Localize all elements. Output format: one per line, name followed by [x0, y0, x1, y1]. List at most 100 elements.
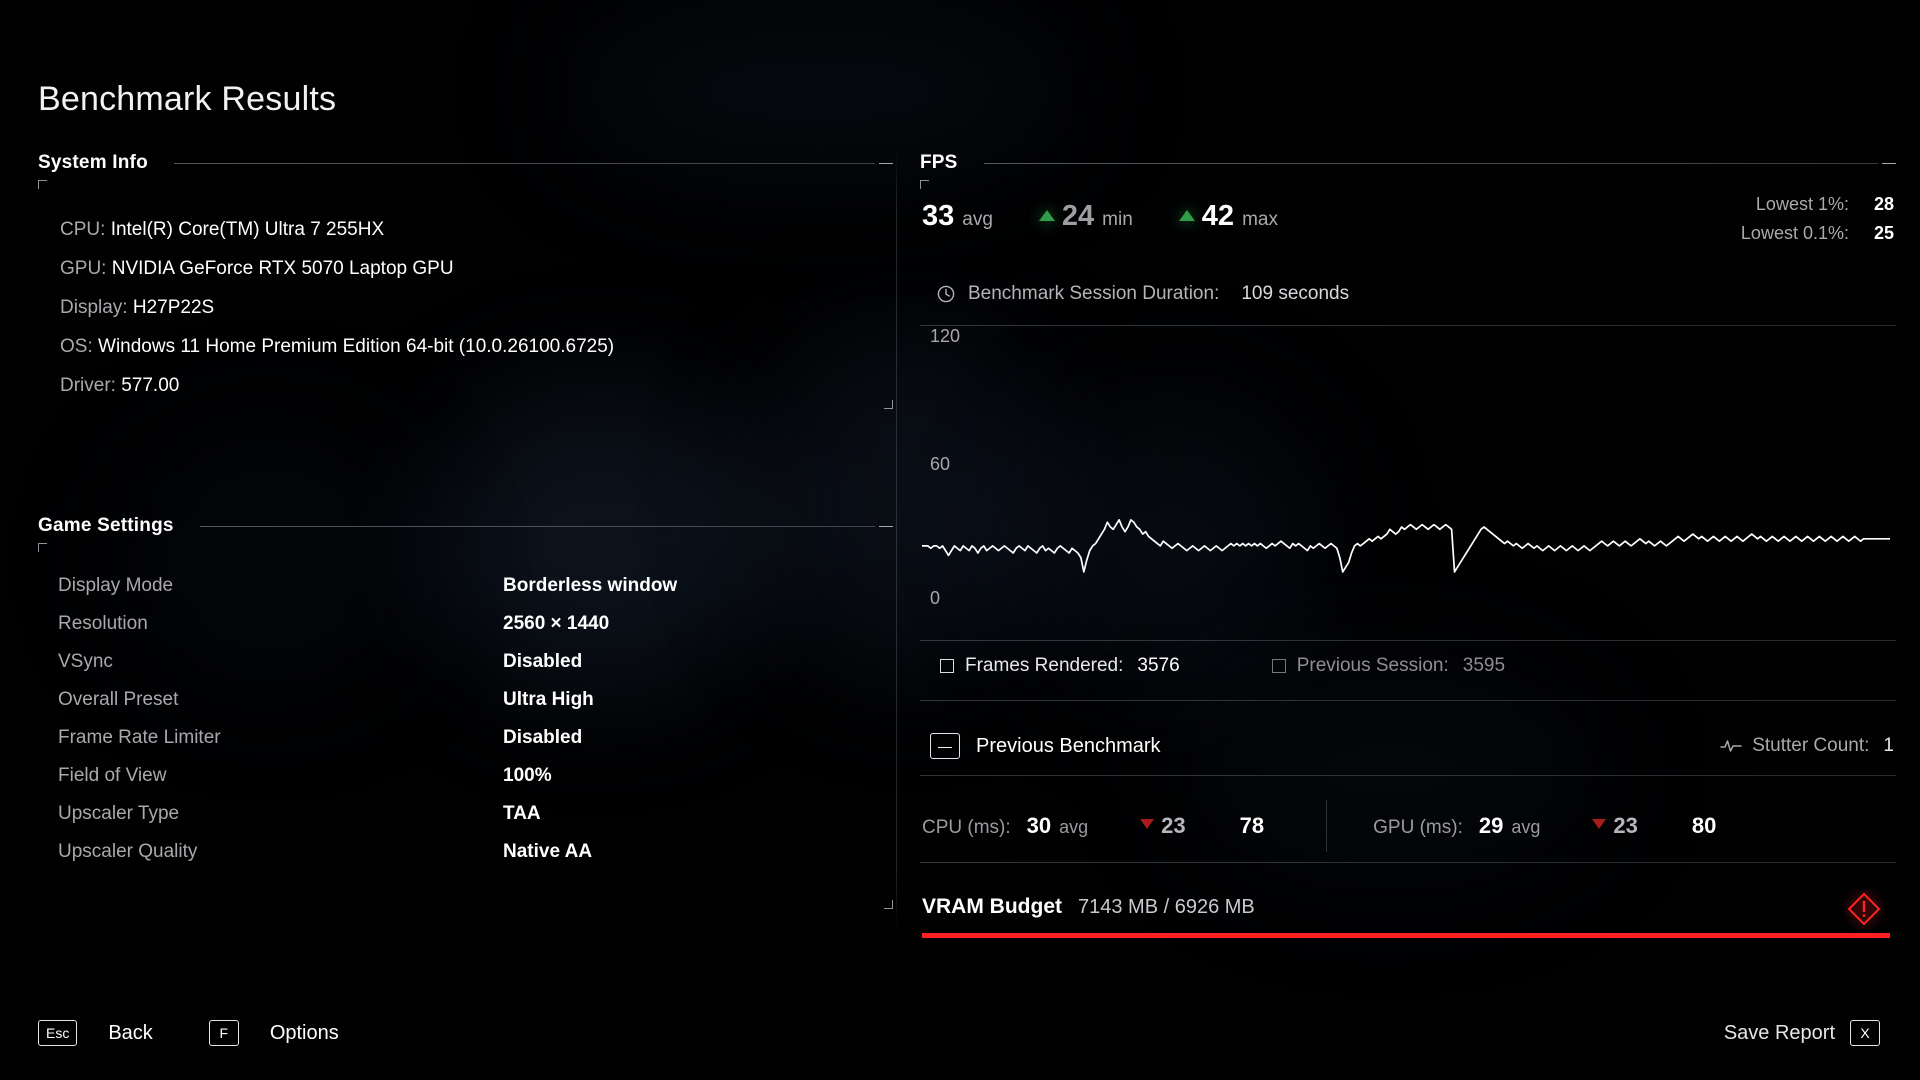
fps-avg-stat: 33 avg — [922, 200, 993, 233]
key-hint-icon: Esc — [38, 1020, 78, 1046]
previous-benchmark-button[interactable]: — Previous Benchmark — [930, 733, 1161, 759]
fps-max-stat: 42 max — [1178, 200, 1278, 233]
frames-rendered-value: 3576 — [1137, 655, 1180, 676]
list-item: CPU: Intel(R) Core(TM) Ultra 7 255HX — [60, 210, 614, 249]
section-divider — [920, 640, 1896, 641]
gpu-frametime-avg-suffix: avg — [1511, 817, 1541, 837]
sysinfo-key: GPU: — [60, 258, 107, 279]
corner-tick-icon — [38, 543, 47, 552]
setting-name: Display Mode — [58, 575, 174, 596]
sysinfo-key: CPU: — [60, 219, 106, 240]
frames-rendered-label: Frames Rendered: — [965, 655, 1124, 676]
fps-avg-value: 33 — [922, 200, 955, 232]
setting-value: Disabled — [503, 651, 583, 672]
sysinfo-value: 577.00 — [121, 375, 180, 396]
table-row: Frame Rate Limiter Disabled — [58, 727, 718, 765]
lowest-1-percent-value: 28 — [1873, 194, 1894, 214]
game-settings-header: Game Settings — [38, 515, 893, 537]
gpu-frametime-high: 80 — [1691, 813, 1717, 838]
gpu-frametime-avg: 29 — [1478, 813, 1504, 838]
warning-diamond-icon — [1847, 892, 1881, 926]
gpu-frametime-low: 23 — [1613, 813, 1638, 838]
sysinfo-value: NVIDIA GeForce RTX 5070 Laptop GPU — [111, 258, 454, 279]
sysinfo-value: Intel(R) Core(TM) Ultra 7 255HX — [110, 219, 385, 240]
list-item: Display: H27P22S — [60, 288, 614, 327]
cpu-frametime-high: 78 — [1239, 813, 1265, 838]
setting-name: Overall Preset — [58, 689, 179, 710]
corner-tick-icon — [38, 180, 47, 189]
list-item: GPU: NVIDIA GeForce RTX 5070 Laptop GPU — [60, 249, 614, 288]
table-row: Upscaler Type TAA — [58, 803, 718, 841]
footer-hints: Esc Back F Options — [38, 1020, 395, 1046]
session-duration-value: 109 seconds — [1241, 283, 1350, 304]
setting-value: 2560 × 1440 — [503, 613, 610, 634]
checkbox-icon[interactable] — [1271, 659, 1286, 673]
section-divider — [920, 862, 1896, 863]
header-rule — [173, 162, 875, 164]
session-duration-label: Benchmark Session Duration: — [968, 283, 1220, 304]
lowest-01-percent-value: 25 — [1873, 223, 1894, 243]
sysinfo-key: Display: — [60, 297, 128, 318]
pulse-icon — [1720, 740, 1742, 752]
previous-session-group[interactable]: Previous Session: 3595 — [1271, 655, 1505, 677]
checkbox-icon[interactable] — [940, 659, 954, 673]
triangle-up-icon — [1038, 210, 1055, 221]
gpu-frametime-low-group: 23 — [1592, 813, 1638, 839]
frames-rendered-row: Frames Rendered: 3576 Previous Session: … — [940, 655, 1505, 677]
save-report-label: Save Report — [1723, 1021, 1835, 1044]
frametime-row: CPU (ms): 30 avg 23 78 GPU (ms): 29 avg … — [922, 800, 1890, 852]
cpu-frametime-label: CPU (ms): — [922, 817, 1011, 838]
y-axis-tick-0: 0 — [930, 588, 941, 608]
fps-heading: FPS — [920, 152, 958, 173]
y-axis-tick-60: 60 — [930, 454, 951, 474]
options-button[interactable]: F Options — [208, 1020, 339, 1046]
setting-value: Native AA — [503, 841, 593, 862]
table-row: Field of View 100% — [58, 765, 718, 803]
options-label: Options — [269, 1021, 339, 1044]
sysinfo-key: Driver: — [60, 375, 116, 396]
stutter-count-row: Stutter Count: 1 — [1720, 735, 1894, 757]
back-button[interactable]: Esc Back — [38, 1020, 153, 1046]
vram-budget-section: VRAM Budget 7143 MB / 6926 MB — [922, 892, 1890, 938]
page-title: Benchmark Results — [38, 80, 337, 118]
lowest-01-percent-row: Lowest 0.1%: 25 — [1741, 219, 1894, 248]
vram-budget-title: VRAM Budget — [922, 895, 1062, 918]
table-row: VSync Disabled — [58, 651, 718, 689]
game-settings-heading: Game Settings — [38, 515, 174, 536]
frametime-divider — [1326, 800, 1328, 852]
stutter-count-label: Stutter Count: — [1752, 735, 1870, 756]
setting-name: Field of View — [58, 765, 167, 786]
back-label: Back — [108, 1021, 153, 1044]
setting-name: Upscaler Type — [58, 803, 180, 824]
fps-max-label: max — [1242, 209, 1278, 230]
lowest-1-percent-label: Lowest 1%: — [1755, 194, 1849, 214]
sysinfo-value: Windows 11 Home Premium Edition 64-bit (… — [98, 336, 615, 357]
stutter-count-value: 1 — [1883, 735, 1894, 756]
section-divider — [920, 325, 1896, 326]
system-info-list: CPU: Intel(R) Core(TM) Ultra 7 255HX GPU… — [60, 210, 614, 405]
header-rule-cap — [1882, 162, 1896, 164]
fps-header: FPS — [920, 152, 1896, 174]
save-report-button[interactable]: Save Report X — [1724, 1020, 1896, 1046]
table-row: Resolution 2560 × 1440 — [58, 613, 718, 651]
triangle-up-icon — [1178, 210, 1195, 221]
frames-rendered-group[interactable]: Frames Rendered: 3576 — [940, 655, 1180, 677]
table-row: Display Mode Borderless window — [58, 575, 718, 613]
cpu-frametime-avg: 30 — [1026, 813, 1052, 838]
setting-name: Resolution — [58, 613, 148, 634]
system-info-header: System Info — [38, 152, 893, 174]
vram-budget-bar — [922, 933, 1890, 938]
header-rule — [199, 525, 875, 527]
fps-min-label: min — [1102, 209, 1133, 230]
list-item: Driver: 577.00 — [60, 366, 614, 405]
key-hint-icon: — — [930, 733, 960, 759]
corner-tick-icon — [920, 180, 929, 189]
section-divider — [920, 700, 1896, 701]
previous-session-label: Previous Session: — [1296, 655, 1449, 676]
cpu-frametime-low-group: 23 — [1140, 813, 1186, 839]
session-duration-row: Benchmark Session Duration: 109 seconds — [936, 283, 1349, 305]
key-hint-icon: X — [1850, 1020, 1880, 1046]
table-row: Overall Preset Ultra High — [58, 689, 718, 727]
cpu-frametime-low: 23 — [1161, 813, 1186, 838]
